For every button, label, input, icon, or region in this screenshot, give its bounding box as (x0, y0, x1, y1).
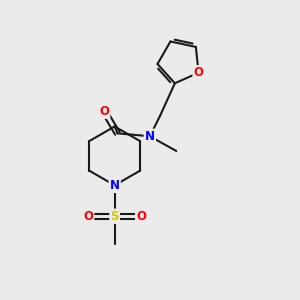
Text: S: S (110, 210, 119, 223)
Text: O: O (99, 105, 109, 118)
Text: O: O (136, 210, 146, 223)
Text: O: O (83, 210, 93, 223)
Text: O: O (194, 66, 204, 79)
Text: N: N (145, 130, 155, 143)
Text: N: N (110, 179, 120, 192)
